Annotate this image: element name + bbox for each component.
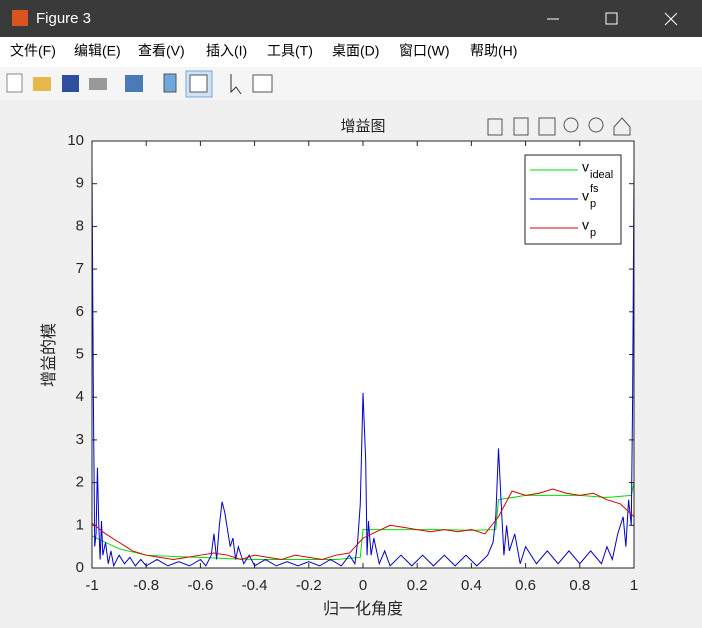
app-icon — [12, 10, 28, 26]
series-line — [91, 482, 635, 560]
legend-label: v — [582, 217, 589, 233]
x-tick-label: -0.8 — [133, 577, 159, 594]
menu-item[interactable]: 窗口(W) — [399, 43, 450, 59]
menu-item[interactable]: 文件(F) — [10, 43, 56, 59]
axes-toolbar — [487, 117, 631, 136]
x-tick-label: -0.4 — [242, 577, 268, 594]
datatip-tool[interactable] — [513, 117, 529, 136]
maximize-button[interactable] — [605, 12, 618, 25]
x-tick-label: 0.6 — [515, 577, 536, 594]
axes-frame — [91, 140, 635, 569]
window-title: Figure 3 — [36, 10, 91, 27]
y-tick-label: 5 — [76, 345, 84, 362]
legend-label: v — [582, 188, 589, 204]
y-tick-label: 6 — [76, 303, 84, 320]
menu-item[interactable]: 工具(T) — [267, 43, 313, 59]
y-tick-label: 2 — [76, 474, 84, 491]
legend-superscript: fs — [590, 183, 599, 195]
x-tick-label: -1 — [85, 577, 98, 594]
pointer-icon[interactable] — [230, 74, 242, 95]
x-tick-label: -0.2 — [296, 577, 322, 594]
menu-item[interactable]: 桌面(D) — [332, 43, 379, 59]
property-icon[interactable] — [252, 74, 273, 93]
save-icon[interactable] — [62, 75, 79, 92]
x-axis-label: 归一化角度 — [323, 600, 403, 618]
menu-bar — [0, 37, 702, 67]
legend-icon[interactable] — [189, 74, 208, 93]
x-tick-label: -0.6 — [187, 577, 213, 594]
x-tick-label: 0 — [359, 577, 367, 594]
series-line — [91, 162, 635, 568]
x-tick-label: 0.4 — [461, 577, 482, 594]
y-tick-label: 3 — [76, 431, 84, 448]
y-axis-label: 增益的模 — [40, 323, 58, 387]
colorbar-icon[interactable] — [163, 73, 177, 93]
y-tick-label: 1 — [76, 516, 84, 533]
x-tick-label: 0.2 — [407, 577, 428, 594]
legend-subscript: p — [590, 227, 596, 239]
title-bar — [0, 0, 702, 37]
y-tick-label: 7 — [76, 260, 84, 277]
y-tick-label: 9 — [76, 175, 84, 192]
legend-label: v — [582, 159, 589, 175]
y-tick-label: 4 — [76, 388, 84, 405]
x-tick-label: 0.8 — [569, 577, 590, 594]
menu-item[interactable]: 帮助(H) — [470, 43, 517, 59]
zoom-in-tool[interactable] — [563, 117, 579, 133]
new-icon[interactable] — [6, 73, 23, 93]
y-tick-label: 10 — [67, 132, 84, 149]
y-tick-label: 8 — [76, 217, 84, 234]
legend-subscript: p — [590, 198, 596, 210]
menu-item[interactable]: 插入(I) — [206, 43, 247, 59]
close-button[interactable] — [664, 12, 678, 26]
print-icon[interactable] — [89, 78, 107, 90]
open-icon[interactable] — [33, 77, 51, 91]
series-line — [91, 488, 635, 560]
legend-subscript: ideal — [590, 169, 613, 181]
pan-tool[interactable] — [538, 117, 556, 136]
y-tick-label: 0 — [76, 559, 84, 576]
axes-title: 增益图 — [340, 118, 385, 135]
zoom-out-tool[interactable] — [588, 117, 604, 133]
home-tool[interactable] — [613, 117, 631, 136]
brush-tool[interactable] — [487, 118, 503, 136]
link-icon[interactable] — [125, 75, 143, 92]
x-tick-label: 1 — [630, 577, 638, 594]
menu-item[interactable]: 查看(V) — [138, 43, 185, 59]
menu-item[interactable]: 编辑(E) — [74, 43, 121, 59]
toolbar — [0, 67, 702, 100]
